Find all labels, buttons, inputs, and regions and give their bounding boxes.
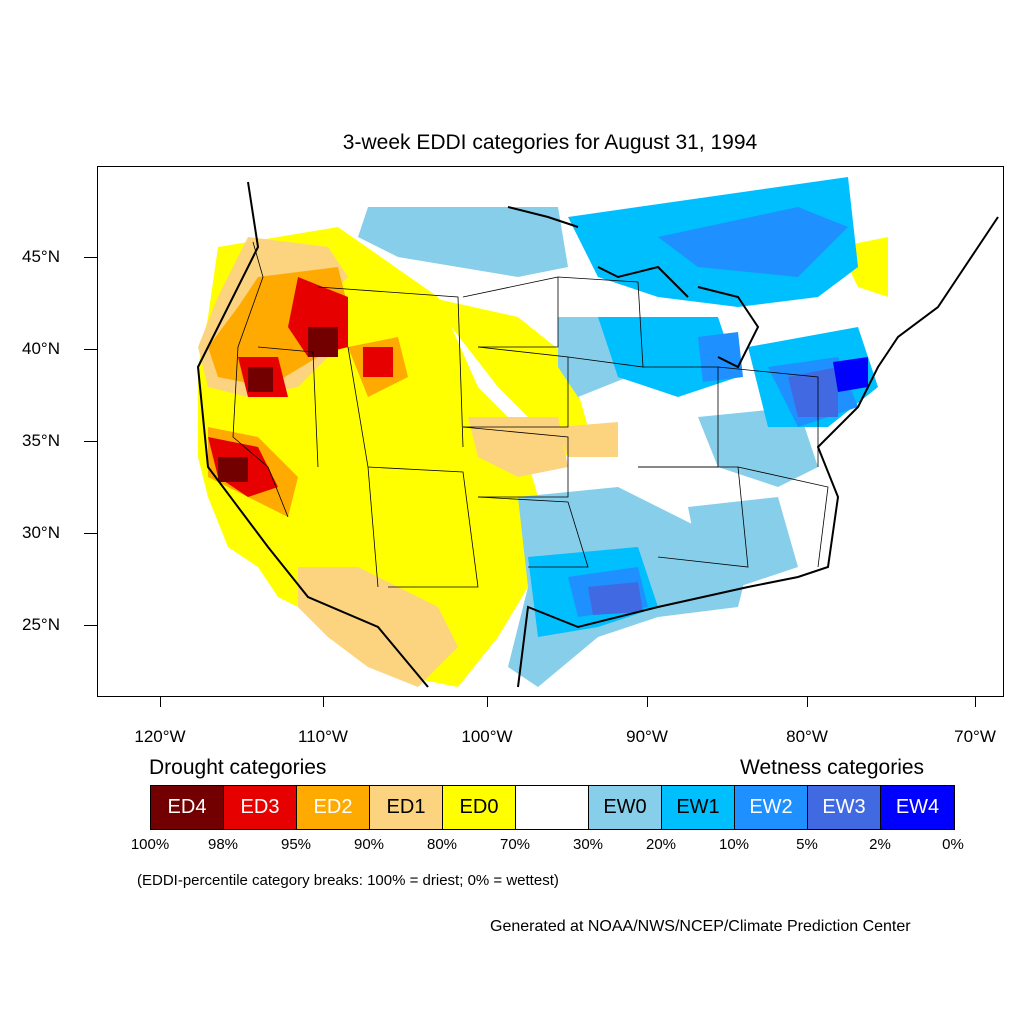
state-boundaries	[232, 241, 829, 588]
region-ew0-southeast	[688, 497, 798, 587]
percentile-label: 100%	[130, 836, 170, 853]
legend-swatch: ED3	[224, 786, 297, 829]
map-panel	[97, 166, 1004, 697]
lon-tick	[647, 697, 648, 707]
lon-label-90: 90°W	[626, 727, 668, 746]
lat-label-35: 35°N	[22, 431, 60, 450]
lon-label-80: 80°W	[786, 727, 828, 746]
lat-label-30: 30°N	[22, 523, 60, 542]
legend-swatch	[516, 786, 589, 829]
map-title: 3-week EDDI categories for August 31, 19…	[342, 131, 758, 154]
lat-tick	[84, 533, 97, 534]
lat-label-40: 40°N	[22, 339, 60, 358]
legend-swatch: EW2	[735, 786, 808, 829]
lon-tick	[487, 697, 488, 707]
lat-tick	[84, 625, 97, 626]
percentile-label: 20%	[645, 836, 677, 853]
lon-tick	[975, 697, 976, 707]
category-legend: ED4 ED3 ED2 ED1 ED0 EW0 EW1 EW2 EW3 EW4	[150, 785, 955, 830]
drought-heading: Drought categories	[149, 756, 327, 779]
coastline	[196, 181, 999, 688]
lon-label-120: 120°W	[134, 727, 186, 746]
region-ew2-canada	[658, 207, 848, 277]
percentile-label: 0%	[942, 836, 964, 853]
region-ed1-kansas	[558, 422, 618, 457]
region-ew0-north	[358, 207, 568, 277]
lon-label-100: 100°W	[461, 727, 513, 746]
region-ed4-nv	[248, 367, 273, 392]
wetness-heading: Wetness categories	[740, 756, 925, 779]
region-ew3-gulf	[588, 582, 643, 615]
legend-swatch: EW3	[808, 786, 881, 829]
percentile-label: 5%	[796, 836, 818, 853]
percentile-label: 95%	[280, 836, 312, 853]
lat-label-45: 45°N	[22, 247, 60, 266]
percentile-label: 70%	[499, 836, 531, 853]
legend-swatch: ED2	[297, 786, 370, 829]
legend-swatch: ED4	[151, 786, 224, 829]
percentile-label: 30%	[572, 836, 604, 853]
lon-label-110: 110°W	[298, 727, 348, 746]
percentile-label: 2%	[869, 836, 891, 853]
lat-tick	[84, 349, 97, 350]
legend-swatch: ED1	[370, 786, 443, 829]
lat-tick	[84, 441, 97, 442]
region-ew2-mi	[698, 332, 743, 382]
lon-tick	[160, 697, 161, 707]
eddi-map	[196, 177, 999, 688]
region-ew3-mid-atlantic	[788, 367, 838, 417]
percentile-label: 10%	[718, 836, 750, 853]
lat-tick	[84, 257, 97, 258]
percentile-label: 98%	[207, 836, 239, 853]
lat-label-25: 25°N	[22, 615, 60, 634]
legend-swatch: ED0	[443, 786, 516, 829]
category-note: (EDDI-percentile category breaks: 100% =…	[137, 872, 559, 889]
region-ed3-wy	[363, 347, 393, 377]
region-ed4-ca	[218, 457, 248, 482]
percentile-label: 90%	[353, 836, 385, 853]
region-ew4-ny	[833, 357, 868, 392]
credit-line: Generated at NOAA/NWS/NCEP/Climate Predi…	[490, 918, 911, 935]
region-ed1-plains	[468, 417, 568, 477]
region-ed4-id	[308, 327, 338, 357]
percentile-label: 80%	[426, 836, 458, 853]
legend-swatch: EW1	[662, 786, 735, 829]
lon-tick	[323, 697, 324, 707]
lon-tick	[807, 697, 808, 707]
legend-swatch: EW0	[589, 786, 662, 829]
lon-label-70: 70°W	[954, 727, 996, 746]
legend-swatch: EW4	[881, 786, 954, 829]
